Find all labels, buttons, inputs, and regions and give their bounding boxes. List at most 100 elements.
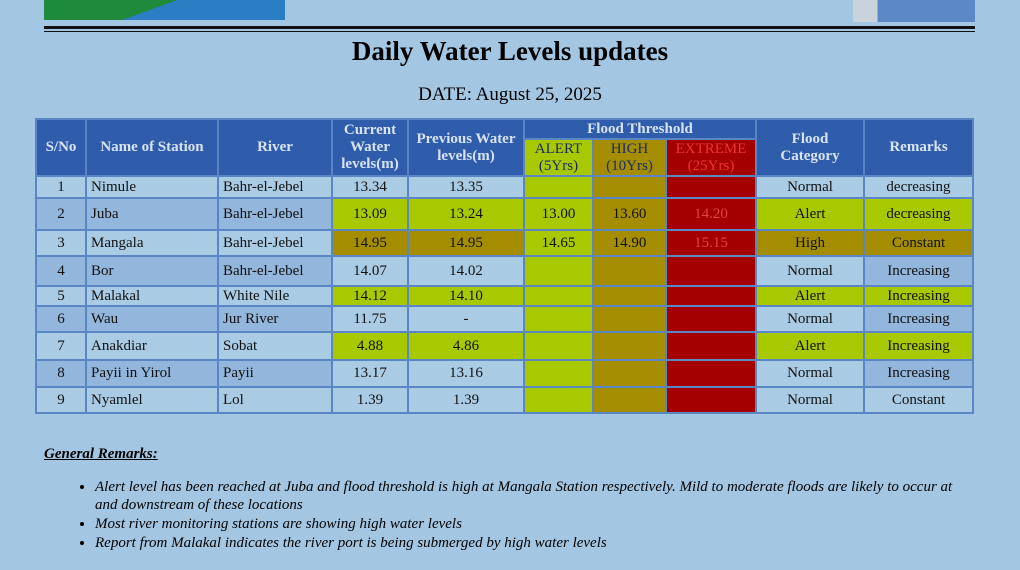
remark-item: Alert level has been reached at Juba and… bbox=[95, 478, 975, 514]
header-row: ALERT (5Yrs) HIGH (10Yrs) EXTREME (25Yrs) bbox=[36, 138, 973, 177]
table-cell: decreasing bbox=[863, 175, 974, 199]
table-row: 4 Bor Bahr-el-Jebel 14.07 14.02 Normal Increas… bbox=[35, 255, 974, 287]
table-cell bbox=[592, 285, 667, 307]
table-cell: Nyamlel bbox=[85, 386, 219, 414]
table-cell bbox=[665, 255, 757, 287]
table-cell: Bahr-el-Jebel bbox=[217, 175, 333, 199]
header-row: S/No Name of Station River Current Water le… bbox=[35, 118, 974, 177]
table-cell: 15.15 bbox=[665, 229, 757, 257]
table-cell: Increasing bbox=[863, 285, 974, 307]
header-cell: Remarks bbox=[863, 118, 974, 177]
table-cell: Payii bbox=[217, 359, 333, 388]
table-cell: 13.34 bbox=[331, 175, 409, 199]
table-cell: Increasing bbox=[863, 305, 974, 333]
table-cell: - bbox=[407, 305, 525, 333]
logo bbox=[44, 0, 285, 20]
header-cell: Name of Station bbox=[85, 118, 219, 177]
header-cell: S/No bbox=[35, 118, 87, 177]
table-cell: Wau bbox=[85, 305, 219, 333]
table-row: 7 Anakdiar Sobat 4.88 4.86 Alert Increasing bbox=[35, 331, 974, 361]
table-cell: High bbox=[755, 229, 865, 257]
table-cell: Alert bbox=[755, 197, 865, 231]
table-cell: Bor bbox=[85, 255, 219, 287]
table-cell: White Nile bbox=[217, 285, 333, 307]
table-cell: Bahr-el-Jebel bbox=[217, 255, 333, 287]
remarks-title: General Remarks: bbox=[44, 446, 158, 462]
table-cell bbox=[592, 386, 667, 414]
table-cell: 4 bbox=[35, 255, 87, 287]
table-cell: 13.17 bbox=[331, 359, 409, 388]
table-cell: Normal bbox=[755, 305, 865, 333]
table-cell: 1.39 bbox=[331, 386, 409, 414]
header-cell: Flood Category bbox=[755, 118, 865, 177]
remark-item: Report from Malakal indicates the river … bbox=[95, 534, 975, 552]
table-cell: 13.00 bbox=[523, 197, 594, 231]
table-cell: Alert bbox=[755, 331, 865, 361]
remarks-list: Alert level has been reached at Juba and… bbox=[70, 478, 975, 553]
table-cell: Malakal bbox=[85, 285, 219, 307]
table-cell: Normal bbox=[755, 359, 865, 388]
table-cell bbox=[665, 331, 757, 361]
table-row: 8 Payii in Yirol Payii 13.17 13.16 Normal Incr… bbox=[35, 359, 974, 388]
table-cell: 13.60 bbox=[592, 197, 667, 231]
table-cell: 14.95 bbox=[331, 229, 409, 257]
header-cell: Flood Threshold bbox=[523, 118, 757, 140]
table-cell: 1 bbox=[35, 175, 87, 199]
table-row: 5 Malakal White Nile 14.12 14.10 Alert Increas… bbox=[35, 285, 974, 307]
table-row: 1 Nimule Bahr-el-Jebel 13.34 13.35 Normal decr… bbox=[35, 175, 974, 199]
header-cell: Previous Water levels(m) bbox=[407, 118, 525, 177]
table-cell: Bahr-el-Jebel bbox=[217, 197, 333, 231]
table-cell bbox=[523, 359, 594, 388]
table-cell bbox=[665, 285, 757, 307]
table-cell: 14.10 bbox=[407, 285, 525, 307]
table-cell: Constant bbox=[863, 386, 974, 414]
table-cell: 4.88 bbox=[331, 331, 409, 361]
table-cell: Sobat bbox=[217, 331, 333, 361]
table-cell bbox=[592, 305, 667, 333]
header-cell: River bbox=[217, 118, 333, 177]
table-cell: 13.09 bbox=[331, 197, 409, 231]
table-cell bbox=[665, 359, 757, 388]
table-cell: 13.35 bbox=[407, 175, 525, 199]
table-cell: 3 bbox=[35, 229, 87, 257]
table-cell: Increasing bbox=[863, 255, 974, 287]
table-row: 6 Wau Jur River 11.75- Normal Increasing bbox=[35, 305, 974, 333]
table-cell: 14.95 bbox=[407, 229, 525, 257]
table-cell: Bahr-el-Jebel bbox=[217, 229, 333, 257]
table-cell: Payii in Yirol bbox=[85, 359, 219, 388]
table-cell bbox=[523, 305, 594, 333]
table-cell: 7 bbox=[35, 331, 87, 361]
remark-item: Most river monitoring stations are showi… bbox=[95, 515, 975, 533]
title: Daily Water Levels updates bbox=[351, 36, 669, 66]
threshold-header: ALERT (5Yrs) bbox=[523, 138, 594, 177]
table-cell: Mangala bbox=[85, 229, 219, 257]
table-row: 3 Mangala Bahr-el-Jebel 14.95 14.95 14.65 14.9… bbox=[35, 229, 974, 257]
table-cell: 2 bbox=[35, 197, 87, 231]
table-cell: 14.65 bbox=[523, 229, 594, 257]
table-cell: Increasing bbox=[863, 359, 974, 388]
table-cell: Normal bbox=[755, 175, 865, 199]
table-cell bbox=[523, 255, 594, 287]
table-row: 9 Nyamlel Lol 1.39 1.39 Normal Constant bbox=[35, 386, 974, 414]
table-cell: Alert bbox=[755, 285, 865, 307]
water-table: S/No Name of Station River Current Water le… bbox=[35, 118, 974, 414]
table-cell: 14.20 bbox=[665, 197, 757, 231]
table-cell bbox=[523, 175, 594, 199]
table-cell: Normal bbox=[755, 386, 865, 414]
date: DATE: August 25, 2025 bbox=[418, 84, 602, 105]
table-cell: Jur River bbox=[217, 305, 333, 333]
table-cell bbox=[592, 255, 667, 287]
table-cell: 5 bbox=[35, 285, 87, 307]
table-cell bbox=[523, 331, 594, 361]
table-cell: Normal bbox=[755, 255, 865, 287]
table-cell bbox=[592, 175, 667, 199]
table-cell: 11.75 bbox=[331, 305, 409, 333]
table-cell: 13.16 bbox=[407, 359, 525, 388]
table-cell: Lol bbox=[217, 386, 333, 414]
table-cell: Constant bbox=[863, 229, 974, 257]
table-cell: 9 bbox=[35, 386, 87, 414]
table-cell: Juba bbox=[85, 197, 219, 231]
header-cell: Current Water levels(m) bbox=[331, 118, 409, 177]
table-cell bbox=[665, 175, 757, 199]
